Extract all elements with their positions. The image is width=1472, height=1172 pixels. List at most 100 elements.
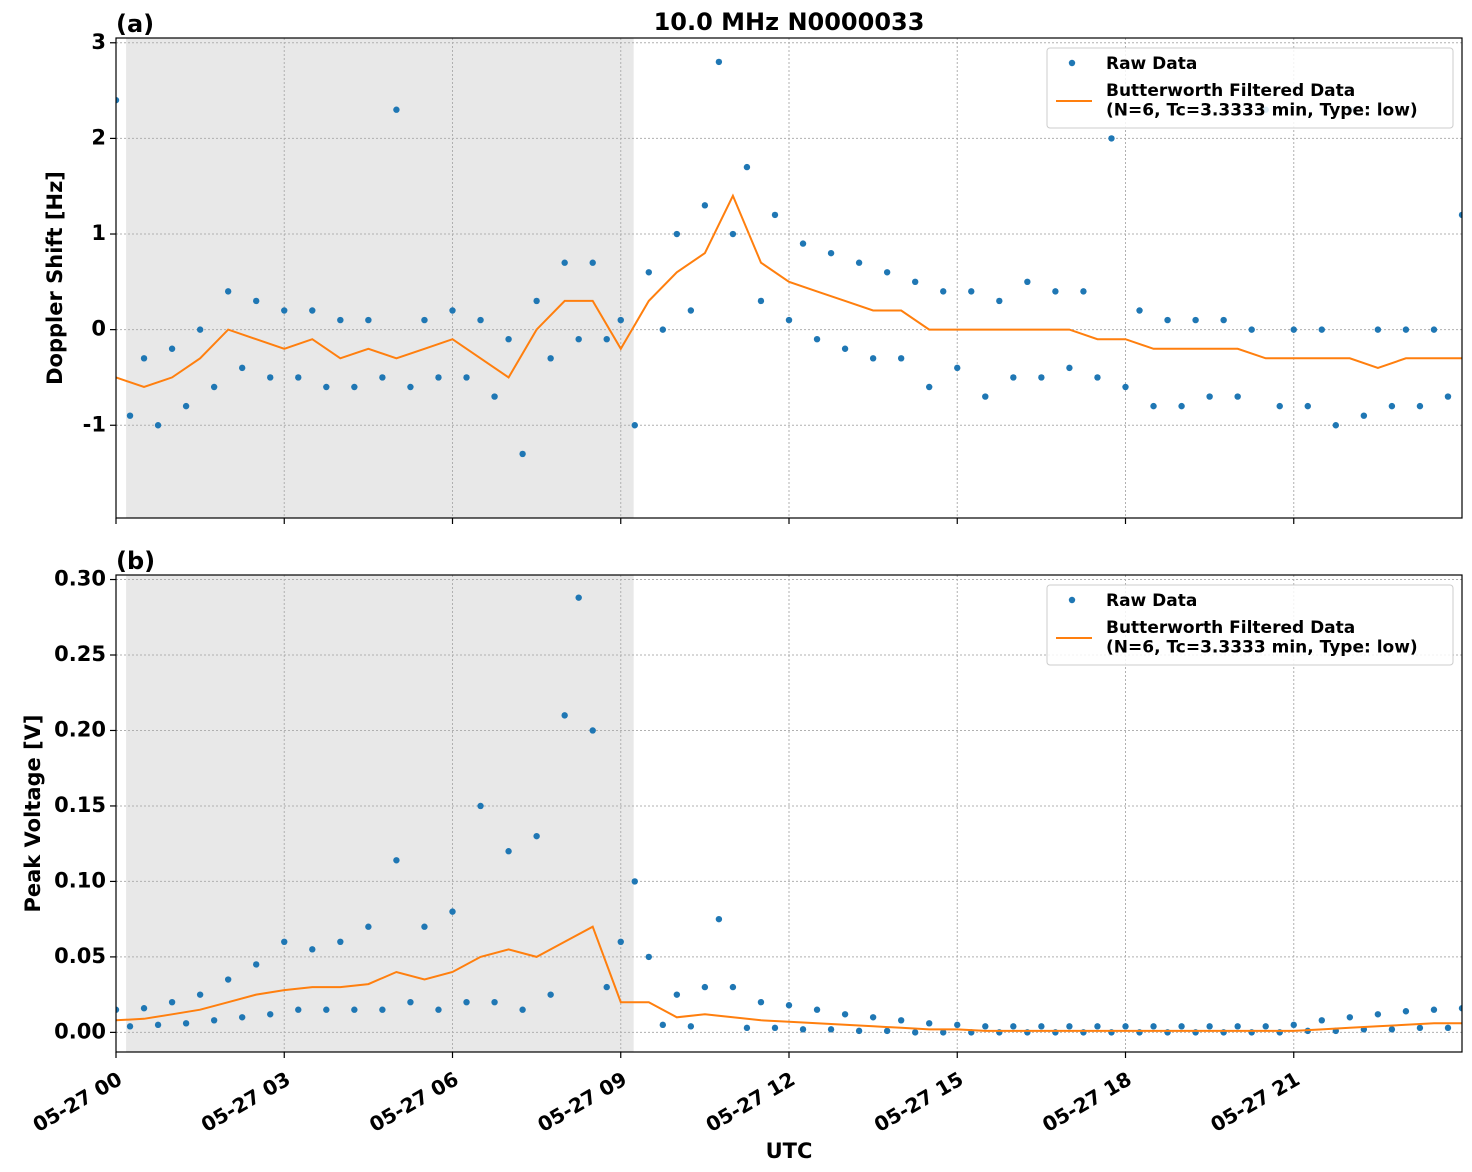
raw-point xyxy=(421,923,428,930)
raw-point xyxy=(505,848,512,855)
raw-point xyxy=(743,163,751,171)
x-tick-label: 05-27 12 xyxy=(702,1067,800,1137)
raw-point xyxy=(379,374,386,381)
raw-point xyxy=(519,450,526,458)
raw-point xyxy=(1430,326,1438,333)
raw-point xyxy=(309,307,316,314)
axes-frame xyxy=(115,574,1463,1053)
y-tick-label: -1 xyxy=(83,412,106,436)
raw-point xyxy=(687,307,695,314)
raw-point xyxy=(855,259,863,266)
raw-point xyxy=(701,983,709,991)
raw-point xyxy=(631,878,638,885)
raw-point xyxy=(1262,1023,1269,1030)
raw-point xyxy=(1220,316,1227,324)
raw-point xyxy=(533,832,540,840)
raw-point xyxy=(1136,307,1143,314)
raw-point xyxy=(982,393,989,400)
legend-box xyxy=(1046,47,1454,129)
raw-point xyxy=(1178,402,1185,410)
raw-point xyxy=(617,938,624,946)
raw-point xyxy=(379,1006,386,1013)
panel-label: (b) xyxy=(116,547,155,575)
raw-point xyxy=(827,1026,835,1033)
raw-point xyxy=(1066,1023,1073,1030)
shaded-span xyxy=(126,38,634,518)
raw-point xyxy=(743,1024,751,1032)
x-tick-label: 05-27 09 xyxy=(533,1067,631,1137)
raw-point xyxy=(196,326,204,333)
raw-point xyxy=(407,383,414,391)
raw-point xyxy=(1332,422,1340,429)
raw-point xyxy=(435,374,442,381)
raw-point xyxy=(449,307,456,314)
x-tick-label: 05-27 15 xyxy=(870,1067,968,1137)
raw-point xyxy=(1192,316,1199,324)
raw-point xyxy=(911,278,919,286)
raw-point xyxy=(603,335,610,343)
raw-point xyxy=(295,374,302,381)
y-axis-label: Peak Voltage [V] xyxy=(21,714,45,912)
raw-point xyxy=(785,316,793,324)
raw-point xyxy=(210,1017,218,1024)
raw-point xyxy=(337,316,344,324)
raw-point xyxy=(281,938,288,946)
raw-point xyxy=(1416,402,1424,410)
x-tick-label: 05-27 18 xyxy=(1038,1067,1136,1137)
raw-point xyxy=(771,1024,779,1032)
raw-point xyxy=(1290,326,1297,333)
raw-point xyxy=(813,335,821,343)
x-tick-label: 05-27 03 xyxy=(197,1067,295,1137)
raw-point xyxy=(869,355,877,362)
raw-point xyxy=(182,1020,190,1027)
x-axis-label: UTC xyxy=(766,1139,813,1163)
raw-point xyxy=(729,983,737,991)
raw-point xyxy=(477,316,484,324)
raw-point xyxy=(897,1017,905,1024)
raw-point xyxy=(785,1002,793,1009)
raw-point xyxy=(841,345,849,352)
raw-point xyxy=(1318,1017,1325,1024)
x-tick-label: 05-27 21 xyxy=(1206,1067,1304,1137)
y-tick-label: 0.00 xyxy=(54,1019,106,1043)
raw-point xyxy=(519,1006,526,1013)
raw-point xyxy=(1430,1006,1438,1013)
raw-point xyxy=(729,230,737,238)
raw-point xyxy=(1402,1008,1410,1015)
raw-point xyxy=(841,1011,849,1018)
raw-point xyxy=(1122,1023,1129,1030)
raw-point xyxy=(1052,288,1059,295)
raw-point xyxy=(1304,402,1311,410)
raw-point xyxy=(996,297,1003,305)
y-tick-label: 0.25 xyxy=(54,642,106,666)
raw-point xyxy=(561,259,568,266)
raw-point xyxy=(1080,288,1087,295)
y-tick-label: 1 xyxy=(91,221,106,245)
raw-point xyxy=(393,106,400,113)
raw-point xyxy=(954,1021,961,1029)
raw-point xyxy=(715,58,723,66)
raw-point xyxy=(168,345,176,352)
raw-point xyxy=(547,355,554,362)
raw-point xyxy=(799,240,807,247)
raw-point xyxy=(827,249,835,257)
legend-label: Butterworth Filtered Data (N=6, Tc=3.3333… xyxy=(1106,618,1418,658)
raw-point xyxy=(589,259,596,266)
raw-point xyxy=(1360,412,1368,419)
raw-point xyxy=(1458,1005,1462,1012)
raw-point xyxy=(1206,1023,1213,1030)
y-tick-label: 3 xyxy=(91,30,106,54)
raw-point xyxy=(1066,364,1073,372)
raw-point xyxy=(463,998,470,1006)
raw-point xyxy=(687,1023,695,1030)
raw-point xyxy=(407,998,414,1006)
raw-point xyxy=(238,364,246,372)
raw-point xyxy=(295,1006,302,1013)
raw-point xyxy=(1276,402,1283,410)
raw-point xyxy=(940,1029,947,1036)
raw-point xyxy=(267,374,274,381)
legend-box xyxy=(1046,584,1454,666)
raw-point xyxy=(1416,1024,1424,1032)
raw-point xyxy=(435,1006,442,1013)
